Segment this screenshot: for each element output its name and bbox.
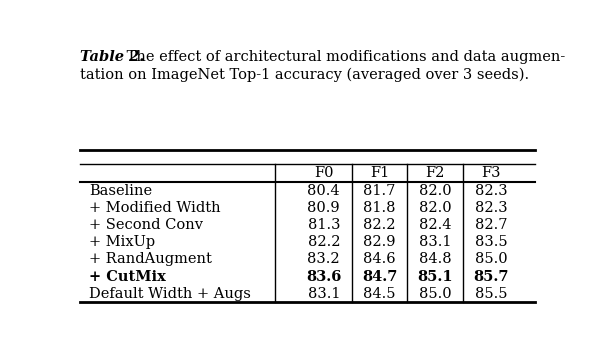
Text: 80.4: 80.4 xyxy=(307,184,340,198)
Text: 85.5: 85.5 xyxy=(475,287,508,301)
Text: 82.9: 82.9 xyxy=(364,235,396,249)
Text: 83.1: 83.1 xyxy=(419,235,452,249)
Text: Table 2.: Table 2. xyxy=(80,50,144,64)
Text: 83.2: 83.2 xyxy=(307,252,340,267)
Text: 82.2: 82.2 xyxy=(308,235,340,249)
Text: 83.1: 83.1 xyxy=(308,287,340,301)
Text: 84.8: 84.8 xyxy=(419,252,452,267)
Text: 85.0: 85.0 xyxy=(475,252,508,267)
Text: 82.4: 82.4 xyxy=(419,218,452,232)
Text: 84.5: 84.5 xyxy=(364,287,396,301)
Text: 82.0: 82.0 xyxy=(419,184,452,198)
Text: 82.3: 82.3 xyxy=(475,201,508,215)
Text: Baseline: Baseline xyxy=(89,184,152,198)
Text: 81.3: 81.3 xyxy=(308,218,340,232)
Text: 81.8: 81.8 xyxy=(364,201,396,215)
Text: 85.1: 85.1 xyxy=(418,270,453,284)
Text: + MixUp: + MixUp xyxy=(89,235,155,249)
Text: 83.6: 83.6 xyxy=(306,270,341,284)
Text: 82.0: 82.0 xyxy=(419,201,452,215)
Text: tation on ImageNet Top-1 accuracy (averaged over 3 seeds).: tation on ImageNet Top-1 accuracy (avera… xyxy=(80,67,529,82)
Text: + Second Conv: + Second Conv xyxy=(89,218,203,232)
Text: + Modified Width: + Modified Width xyxy=(89,201,221,215)
Text: 84.7: 84.7 xyxy=(362,270,397,284)
Text: + RandAugment: + RandAugment xyxy=(89,252,212,267)
Text: F3: F3 xyxy=(481,166,501,180)
Text: The effect of architectural modifications and data augmen-: The effect of architectural modification… xyxy=(122,50,566,64)
Text: F2: F2 xyxy=(425,166,445,180)
Text: 83.5: 83.5 xyxy=(475,235,508,249)
Text: Default Width + Augs: Default Width + Augs xyxy=(89,287,251,301)
Text: 81.7: 81.7 xyxy=(364,184,396,198)
Text: 80.9: 80.9 xyxy=(307,201,340,215)
Text: 82.7: 82.7 xyxy=(475,218,508,232)
Text: F1: F1 xyxy=(370,166,389,180)
Text: 82.3: 82.3 xyxy=(475,184,508,198)
Text: 84.6: 84.6 xyxy=(363,252,396,267)
Text: + CutMix: + CutMix xyxy=(89,270,166,284)
Text: 85.0: 85.0 xyxy=(419,287,452,301)
Text: F0: F0 xyxy=(314,166,334,180)
Text: 85.7: 85.7 xyxy=(473,270,509,284)
Text: 82.2: 82.2 xyxy=(364,218,396,232)
